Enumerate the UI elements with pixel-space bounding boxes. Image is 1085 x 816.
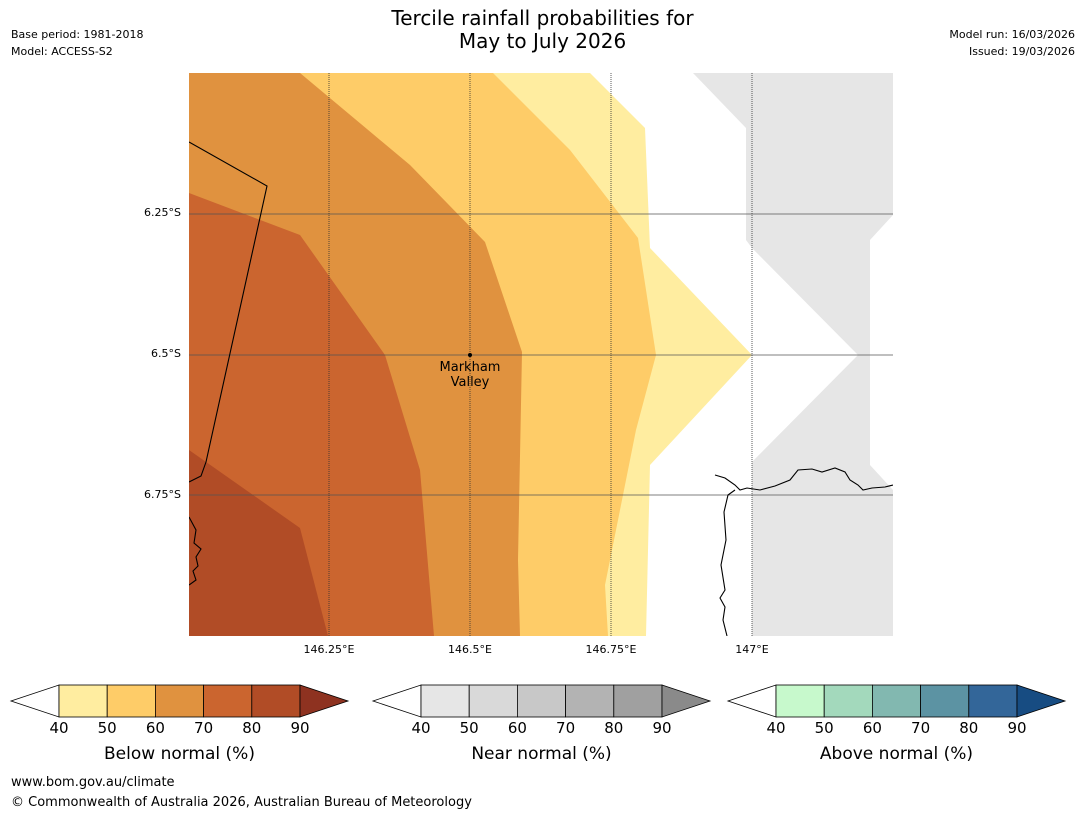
colorbar-below-left-arrow <box>9 684 60 718</box>
colorbar-above-tick: 70 <box>911 719 931 737</box>
colorbar-near-segment <box>565 684 615 718</box>
meta-right: Model run: 16/03/2026 Issued: 19/03/2026 <box>949 26 1075 60</box>
colorbar-above-segment <box>872 684 922 718</box>
colorbar-near-tick: 60 <box>507 719 527 737</box>
markham-valley-marker <box>468 353 472 357</box>
place-label-line-2: Valley <box>450 375 490 390</box>
model-name: Model: ACCESS-S2 <box>11 45 113 58</box>
colorbar-above <box>726 684 1067 718</box>
colorbar-above-tick: 50 <box>814 719 834 737</box>
colorbar-near-right-arrow <box>661 684 712 718</box>
lon-label-147: 147°E <box>735 643 769 656</box>
map-boundaries <box>189 141 893 636</box>
colorbar-below-tick: 80 <box>242 719 262 737</box>
colorbar-below-tick: 40 <box>49 719 69 737</box>
colorbar-near-segment <box>613 684 663 718</box>
province-border-south <box>189 516 202 586</box>
lat-label-6-25: 6.25°S <box>144 206 181 219</box>
colorbar-below-tick: 70 <box>194 719 214 737</box>
colorbar-above-segment <box>920 684 970 718</box>
lon-label-146-25: 146.25°E <box>303 643 355 656</box>
map-gridlines <box>189 73 893 636</box>
footer-copyright: © Commonwealth of Australia 2026, Austra… <box>11 795 472 810</box>
colorbar-near <box>371 684 712 718</box>
colorbar-near-left-arrow <box>371 684 422 718</box>
lon-label-146-5: 146.5°E <box>448 643 492 656</box>
colorbar-near-tick: 70 <box>556 719 576 737</box>
title-line-2: May to July 2026 <box>458 29 627 53</box>
meta-left: Base period: 1981-2018 Model: ACCESS-S2 <box>11 26 143 60</box>
colorbar-near-segment <box>517 684 567 718</box>
lat-label-6-5: 6.5°S <box>151 347 181 360</box>
colorbars <box>9 684 1067 718</box>
colorbar-below-tick: 60 <box>145 719 165 737</box>
colorbar-near-tick: 40 <box>411 719 431 737</box>
base-period: Base period: 1981-2018 <box>11 28 144 41</box>
colorbar-above-segment <box>968 684 1018 718</box>
footer-url: www.bom.gov.au/climate <box>11 775 175 790</box>
place-label: Markham Valley <box>420 360 520 390</box>
lat-label-6-75: 6.75°S <box>144 488 181 501</box>
colorbar-below-segment <box>203 684 253 718</box>
title-line-1: Tercile rainfall probabilities for <box>391 6 694 30</box>
colorbar-above-tick: 40 <box>766 719 786 737</box>
colorbar-above-tick: 90 <box>1007 719 1027 737</box>
colorbar-below-segment <box>154 684 204 718</box>
colorbar-below-segment <box>106 684 156 718</box>
coastline <box>714 467 893 491</box>
lon-label-146-75: 146.75°E <box>585 643 637 656</box>
map-contours <box>189 73 893 636</box>
colorbar-above-tick: 80 <box>959 719 979 737</box>
colorbar-above-left-arrow <box>726 684 777 718</box>
colorbar-below-segment <box>251 684 301 718</box>
province-border <box>189 141 268 483</box>
model-run: Model run: 16/03/2026 <box>949 28 1075 41</box>
colorbar-near-title: Near normal (%) <box>471 744 612 764</box>
colorbar-above-right-arrow <box>1016 684 1067 718</box>
colorbar-near-segment <box>420 684 470 718</box>
colorbar-above-segment <box>823 684 873 718</box>
colorbar-near-tick: 50 <box>459 719 479 737</box>
colorbar-below <box>9 684 350 718</box>
colorbar-above-tick: 60 <box>862 719 882 737</box>
below-80-region <box>189 450 328 636</box>
colorbar-below-title: Below normal (%) <box>104 744 255 764</box>
colorbar-below-right-arrow <box>299 684 350 718</box>
colorbar-below-tick: 50 <box>97 719 117 737</box>
colorbar-below-segment <box>58 684 108 718</box>
colorbar-near-tick: 90 <box>652 719 672 737</box>
chart-title: Tercile rainfall probabilities for May t… <box>0 7 1085 53</box>
colorbar-below-tick: 90 <box>290 719 310 737</box>
coastline-river <box>719 489 736 636</box>
colorbar-above-title: Above normal (%) <box>819 744 974 764</box>
colorbar-near-segment <box>468 684 518 718</box>
colorbar-near-tick: 80 <box>604 719 624 737</box>
place-label-line-1: Markham <box>439 360 501 375</box>
issued-date: Issued: 19/03/2026 <box>968 45 1075 58</box>
colorbar-above-segment <box>775 684 825 718</box>
